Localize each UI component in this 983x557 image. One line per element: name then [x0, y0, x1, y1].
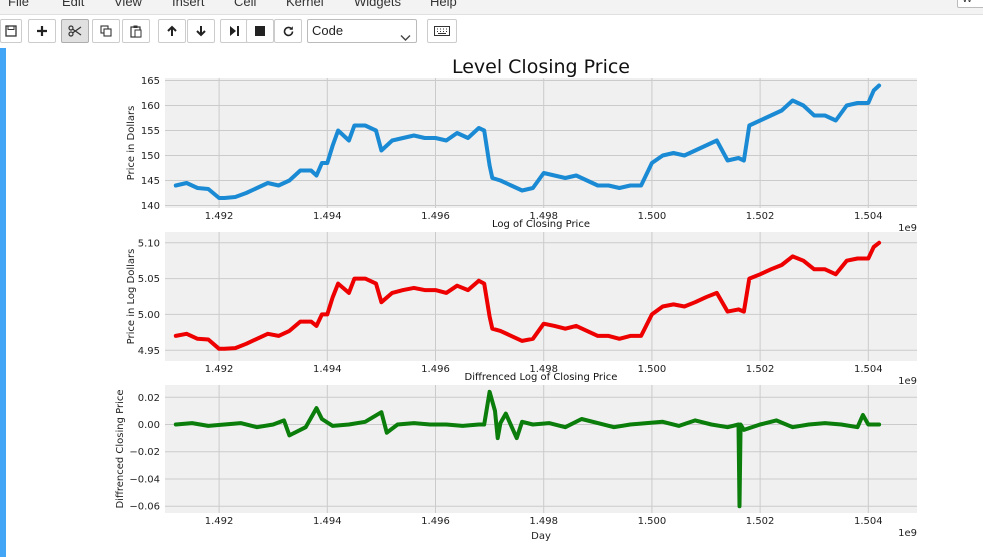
x-tick-label: 1.498 — [529, 516, 558, 527]
x-offset-label: 1e9 — [898, 376, 917, 387]
y-tick-label: 5.05 — [138, 274, 160, 285]
series-line-2 — [173, 240, 882, 351]
y-tick-label: 4.95 — [138, 346, 160, 357]
series-line-3 — [173, 389, 882, 509]
cell-type-select[interactable]: Code — [307, 19, 417, 43]
menu-kernel[interactable]: Kernel — [286, 0, 324, 9]
y-tick-label: 165 — [141, 76, 160, 87]
run-button[interactable] — [220, 19, 248, 43]
chevron-down-icon — [400, 27, 411, 46]
y-tick-label: −0.02 — [129, 447, 160, 458]
plot-area-2 — [165, 232, 917, 361]
arrow-down-icon — [195, 25, 207, 37]
x-tick-label: 1.496 — [421, 211, 450, 222]
plot-area-1 — [165, 78, 917, 208]
y-axis-label-1: Price in Dollars — [126, 106, 137, 181]
menu-help[interactable]: Help — [430, 0, 457, 9]
x-tick-label: 1.494 — [313, 516, 342, 527]
chart-title-2: Log of Closing Price — [492, 219, 590, 230]
chart-figure: 1.492 1.494 1.496 1.498 1.500 1.502 1.504 140 14… — [115, 56, 917, 542]
x-tick-label: 1.492 — [205, 364, 234, 375]
x-tick-label: 1.498 — [529, 211, 558, 222]
plus-icon — [36, 25, 48, 37]
y-axis-label-3: Diffrenced Closing Price — [115, 389, 126, 508]
save-icon — [5, 25, 17, 37]
plot-area-3 — [165, 385, 917, 513]
y-tick-label: −0.04 — [129, 474, 160, 485]
copy-button[interactable] — [92, 19, 120, 43]
y-tick-label: 0.02 — [138, 393, 160, 404]
menu-cell[interactable]: Cell — [234, 0, 257, 9]
cut-icon — [68, 25, 82, 37]
menu-view[interactable]: View — [114, 0, 142, 9]
y-tick-label: 160 — [141, 101, 160, 112]
y-tick-label: 5.10 — [138, 238, 160, 249]
x-tick-label: 1.494 — [313, 211, 342, 222]
chart-title-1: Level Closing Price — [452, 56, 630, 78]
y-tick-label: 5.00 — [138, 310, 160, 321]
y-tick-label: −0.06 — [129, 502, 160, 513]
chart-title-3: Diffrenced Log of Closing Price — [465, 372, 618, 383]
x-tick-label: 1.504 — [854, 516, 883, 527]
x-tick-label: 1.504 — [854, 364, 883, 375]
cell-selection-bar — [0, 48, 6, 557]
y-axis-label-2: Price in Log Dollars — [126, 249, 137, 345]
x-offset-label: 1e9 — [898, 528, 917, 539]
save-button[interactable] — [0, 19, 22, 43]
x-tick-label: 1.504 — [854, 211, 883, 222]
menu-insert[interactable]: Insert — [172, 0, 205, 9]
step-forward-icon — [228, 25, 240, 37]
menu-bar: File Edit View Insert Cell Kernel Widget… — [0, 0, 983, 15]
restart-button[interactable] — [274, 19, 302, 43]
kernel-indicator[interactable]: W — [957, 0, 983, 8]
y-tick-label: 150 — [141, 151, 160, 162]
y-tick-label: 140 — [141, 201, 160, 212]
x-offset-label: 1e9 — [898, 223, 917, 234]
interrupt-button[interactable] — [246, 19, 274, 43]
restart-icon — [282, 25, 295, 38]
x-tick-label: 1.496 — [421, 364, 450, 375]
series-line-1 — [173, 83, 882, 200]
toolbar — [0, 15, 983, 48]
x-tick-label: 1.494 — [313, 364, 342, 375]
x-tick-label: 1.500 — [638, 516, 667, 527]
y-tick-label: 0.00 — [138, 420, 160, 431]
paste-icon — [130, 25, 142, 38]
move-down-button[interactable] — [187, 19, 215, 43]
insert-cell-button[interactable] — [28, 19, 56, 43]
x-tick-label: 1.502 — [746, 211, 775, 222]
copy-icon — [100, 25, 112, 37]
menu-edit[interactable]: Edit — [62, 0, 85, 9]
x-tick-label: 1.502 — [746, 516, 775, 527]
keyboard-icon — [434, 26, 450, 36]
x-tick-label: 1.492 — [205, 211, 234, 222]
y-tick-label: 155 — [141, 126, 160, 137]
move-up-button[interactable] — [158, 19, 186, 43]
x-tick-label: 1.500 — [638, 364, 667, 375]
menu-widgets[interactable]: Widgets — [354, 0, 401, 9]
arrow-up-icon — [166, 25, 178, 37]
x-tick-label: 1.498 — [529, 364, 558, 375]
x-tick-label: 1.492 — [205, 516, 234, 527]
y-tick-label: 145 — [141, 176, 160, 187]
stop-icon — [254, 25, 266, 37]
cut-button[interactable] — [61, 19, 89, 43]
x-axis-label: Day — [531, 531, 551, 542]
x-tick-label: 1.502 — [746, 364, 775, 375]
paste-button[interactable] — [122, 19, 150, 43]
x-tick-label: 1.496 — [421, 516, 450, 527]
command-palette-button[interactable] — [427, 19, 457, 43]
x-tick-label: 1.500 — [638, 211, 667, 222]
menu-file[interactable]: File — [8, 0, 29, 9]
